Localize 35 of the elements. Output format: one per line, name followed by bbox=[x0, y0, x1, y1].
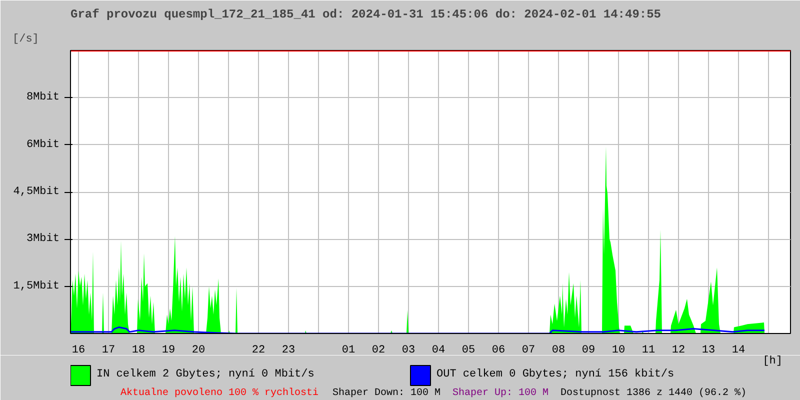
x-tick-label: 08 bbox=[552, 344, 566, 356]
x-tick-label: 03 bbox=[402, 344, 416, 356]
x-axis-title: [h] bbox=[762, 356, 783, 368]
x-tick-label: 04 bbox=[432, 344, 446, 356]
legend-label: IN celkem 2 Gbytes; nyní 0 Mbit/s bbox=[96, 368, 314, 380]
text: Shaper Up: 100 M bbox=[452, 387, 549, 399]
x-tick-label: 01 bbox=[342, 344, 356, 356]
x-tick-label: 11 bbox=[642, 344, 656, 356]
y-tick-label: 6Mbit bbox=[26, 138, 60, 151]
x-tick-label: 05 bbox=[462, 344, 476, 356]
x-tick-label: 10 bbox=[612, 344, 626, 356]
y-tick-label: 1,5Mbit bbox=[13, 280, 60, 292]
legend-label: OUT celkem 0 Gbytes; nyní 156 kbit/s bbox=[436, 368, 674, 380]
x-tick-label: 02 bbox=[372, 344, 386, 356]
x-tick-label: 12 bbox=[672, 344, 686, 356]
x-tick-label: 06 bbox=[492, 344, 506, 356]
x-tick-label: 09 bbox=[582, 344, 596, 356]
x-tick-label: 18 bbox=[132, 344, 146, 356]
y-tick-label: 3Mbit bbox=[26, 233, 60, 246]
y-axis-title: [/s] bbox=[12, 34, 39, 46]
y-tick-label: 8Mbit bbox=[26, 92, 60, 104]
x-tick-label: 20 bbox=[192, 344, 206, 356]
x-tick-label: 16 bbox=[72, 344, 86, 356]
x-tick-label: 23 bbox=[282, 344, 296, 356]
x-tick-label: 07 bbox=[522, 344, 536, 356]
x-tick-label: 14 bbox=[732, 344, 746, 356]
x-tick-label: 17 bbox=[102, 344, 116, 356]
text: Shaper Down: 100 M bbox=[332, 387, 441, 399]
chart-title: Graf provozu quesmpl_172_21_185_41 od: 2024-01-31 15:45:06 do: 2024-02-01 14:49:55 bbox=[70, 8, 661, 22]
x-tick-label: 13 bbox=[702, 344, 716, 356]
y-tick-label: 4,5Mbit bbox=[13, 186, 60, 198]
text: Dostupnost 1386 z 1440 (96.2 %) bbox=[560, 387, 747, 399]
text: Aktualne povoleno 100 % rychlosti bbox=[120, 387, 319, 399]
x-tick-label: 19 bbox=[162, 344, 176, 356]
x-tick-label: 22 bbox=[252, 344, 266, 356]
